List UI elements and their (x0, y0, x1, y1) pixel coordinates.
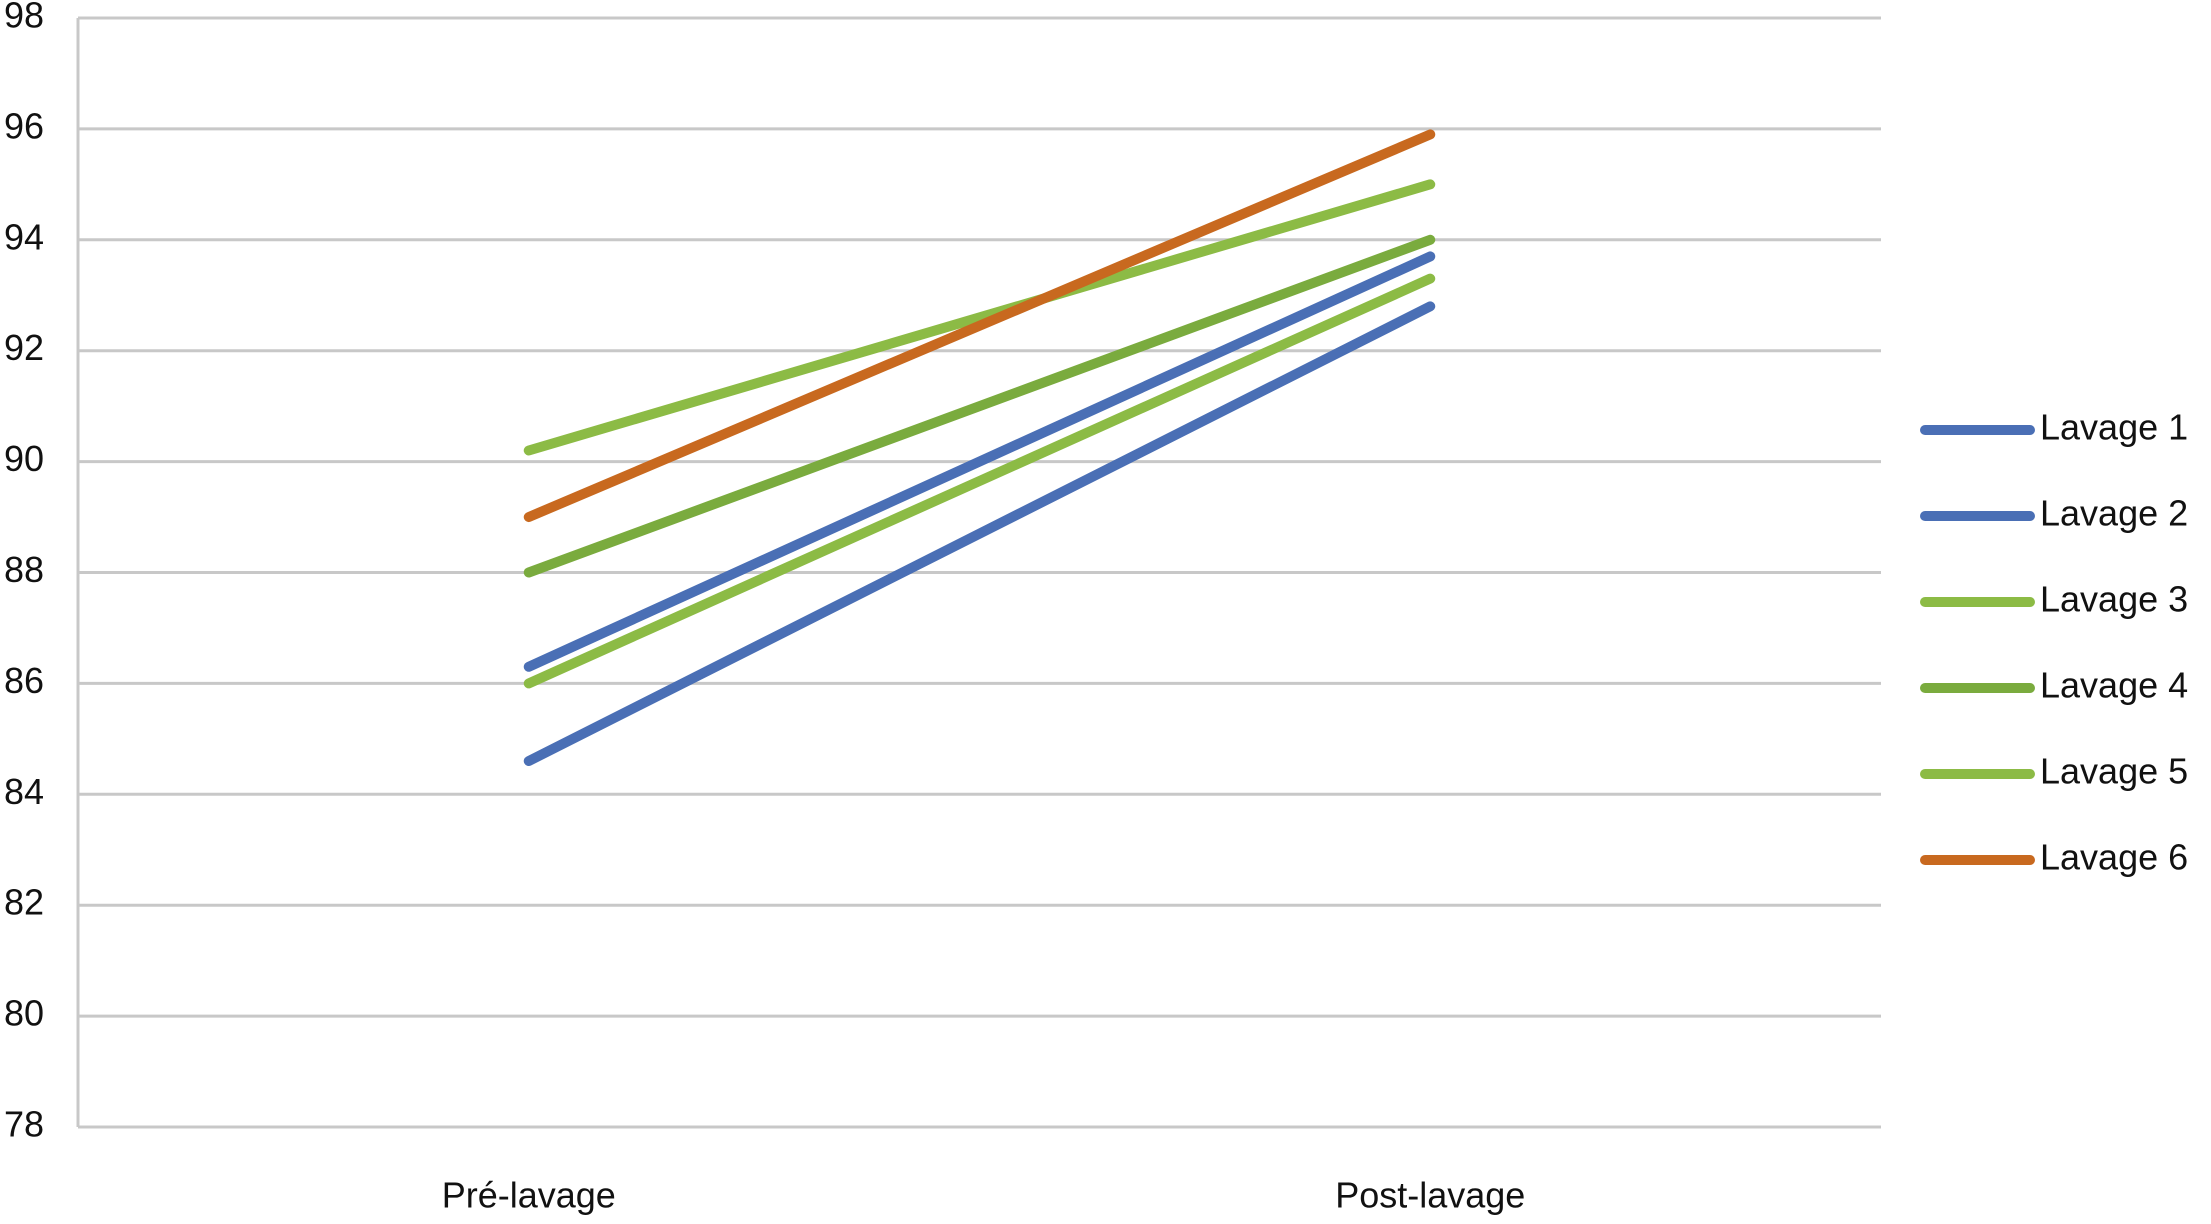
legend-label: Lavage 3 (2040, 579, 2188, 620)
y-tick-label: 98 (4, 0, 44, 36)
legend-label: Lavage 4 (2040, 665, 2188, 706)
x-tick-label: Post-lavage (1335, 1175, 1525, 1216)
legend-label: Lavage 6 (2040, 837, 2188, 878)
series-line (523, 301, 1436, 767)
legend-label: Lavage 2 (2040, 493, 2188, 534)
y-tick-label: 80 (4, 993, 44, 1034)
y-tick-label: 86 (4, 660, 44, 701)
legend-label: Lavage 1 (2040, 407, 2188, 448)
y-tick-label: 82 (4, 882, 44, 923)
series-line (523, 234, 1436, 578)
y-tick-label: 88 (4, 549, 44, 590)
x-tick-label: Pré-lavage (442, 1175, 616, 1216)
y-tick-label: 84 (4, 771, 44, 812)
series-line (523, 251, 1436, 672)
legend-label: Lavage 5 (2040, 751, 2188, 792)
y-tick-label: 96 (4, 105, 44, 146)
y-tick-label: 94 (4, 216, 44, 257)
y-tick-label: 92 (4, 327, 44, 368)
y-tick-label: 78 (4, 1104, 44, 1145)
series-line (523, 273, 1436, 689)
y-tick-label: 90 (4, 438, 44, 479)
series-line (523, 179, 1436, 456)
series-line (523, 129, 1436, 523)
